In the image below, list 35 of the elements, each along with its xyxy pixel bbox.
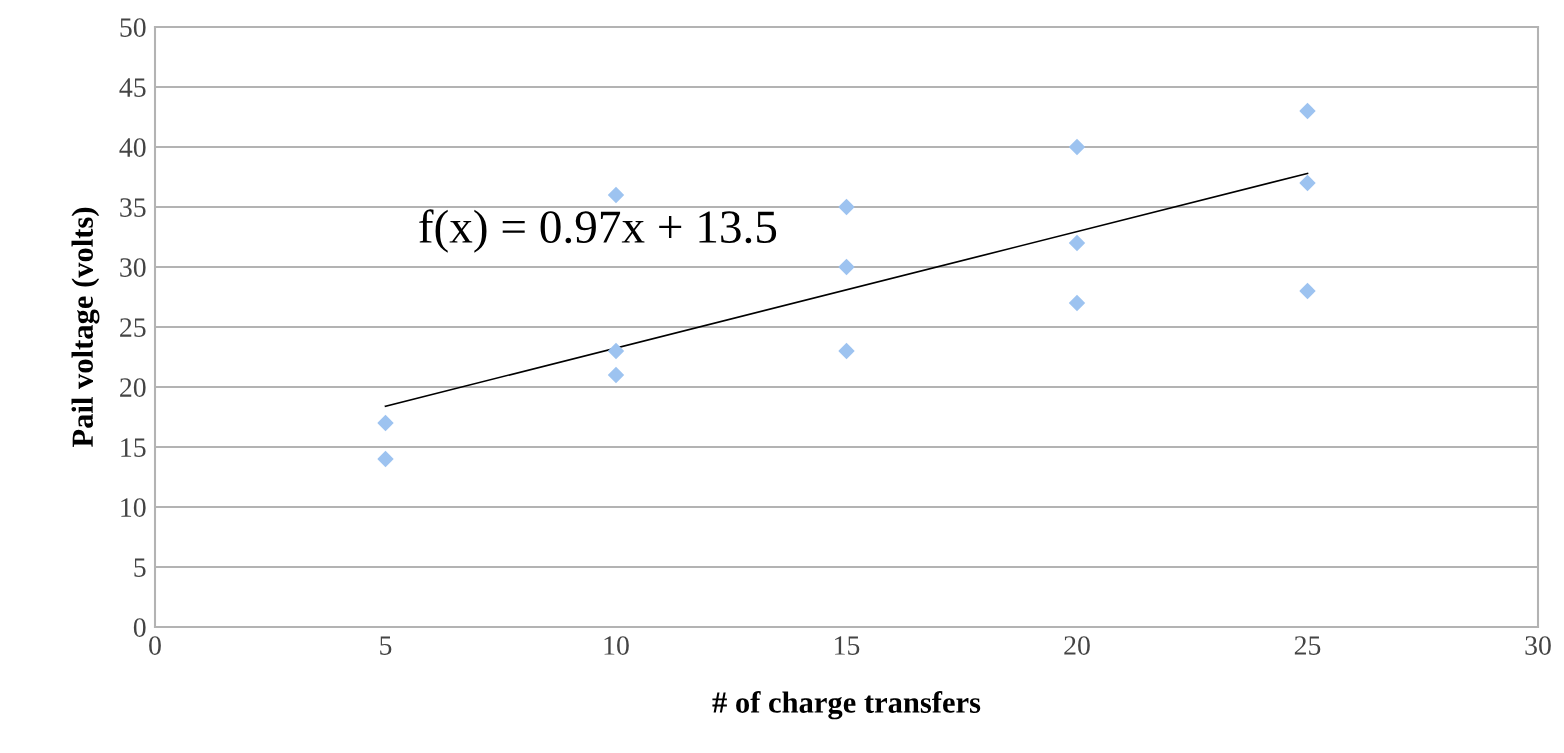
point (377, 450, 394, 468)
y-tick-label: 25 (120, 318, 146, 337)
y-tick-label: 40 (119, 138, 146, 157)
point (1068, 138, 1086, 156)
annotation: f(x) = 0.97x + 13.5 (419, 209, 777, 253)
y-tick-label: 0 (133, 618, 146, 637)
point (1299, 282, 1316, 300)
y-tick-label: 10 (121, 498, 146, 517)
point (1299, 102, 1316, 120)
x-tick-label: 0 (149, 636, 161, 655)
point (838, 198, 855, 216)
point (607, 186, 625, 204)
y-tick-label: 35 (120, 198, 146, 217)
x-tick-label: 30 (1525, 636, 1551, 655)
point (607, 342, 625, 360)
y-tick-label: 15 (121, 438, 146, 457)
x-tick-label: 20 (1064, 636, 1090, 655)
point (838, 342, 855, 360)
point (1299, 174, 1316, 192)
x-tick-label: 5 (380, 636, 392, 655)
point (838, 258, 855, 276)
point (607, 366, 625, 384)
y-axis-title: Pail voltage (volts) (71, 207, 100, 447)
y-tick-label: 30 (120, 258, 146, 277)
y-tick-label: 5 (134, 558, 146, 577)
point (377, 414, 394, 432)
y-tick-label: 20 (120, 378, 146, 397)
point (1068, 234, 1086, 252)
x-tick-label: 15 (835, 636, 860, 655)
x-tick-label: 10 (604, 636, 629, 655)
point (1068, 294, 1086, 312)
x-tick-label: 25 (1294, 636, 1321, 655)
y-tick-label: 45 (119, 78, 146, 97)
y-tick-label: 50 (120, 18, 146, 37)
x-axis-title: # of charge transfers (712, 691, 981, 720)
